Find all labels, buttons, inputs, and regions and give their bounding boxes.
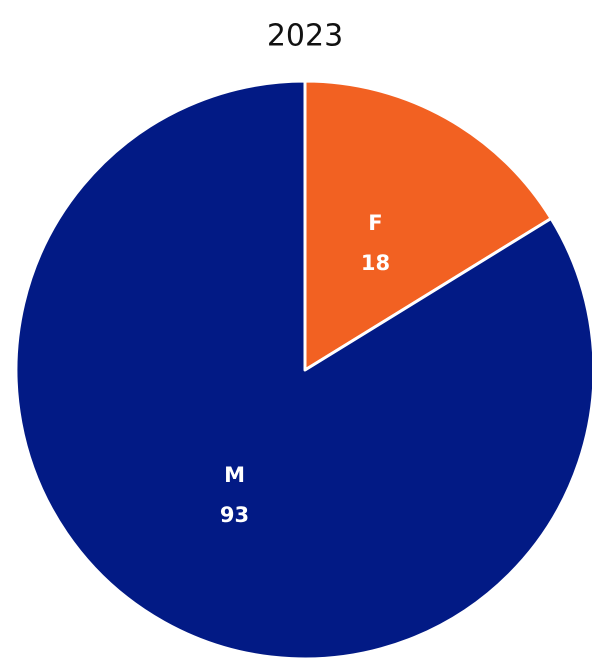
slice-category-label: M xyxy=(224,463,245,487)
slice-value-label: 18 xyxy=(361,251,390,275)
chart-title: 2023 xyxy=(267,19,343,54)
pie-slice xyxy=(14,79,592,658)
pie-slice xyxy=(303,79,553,372)
slice-category-label: F xyxy=(368,211,382,235)
slice-value-label: 93 xyxy=(220,503,249,527)
